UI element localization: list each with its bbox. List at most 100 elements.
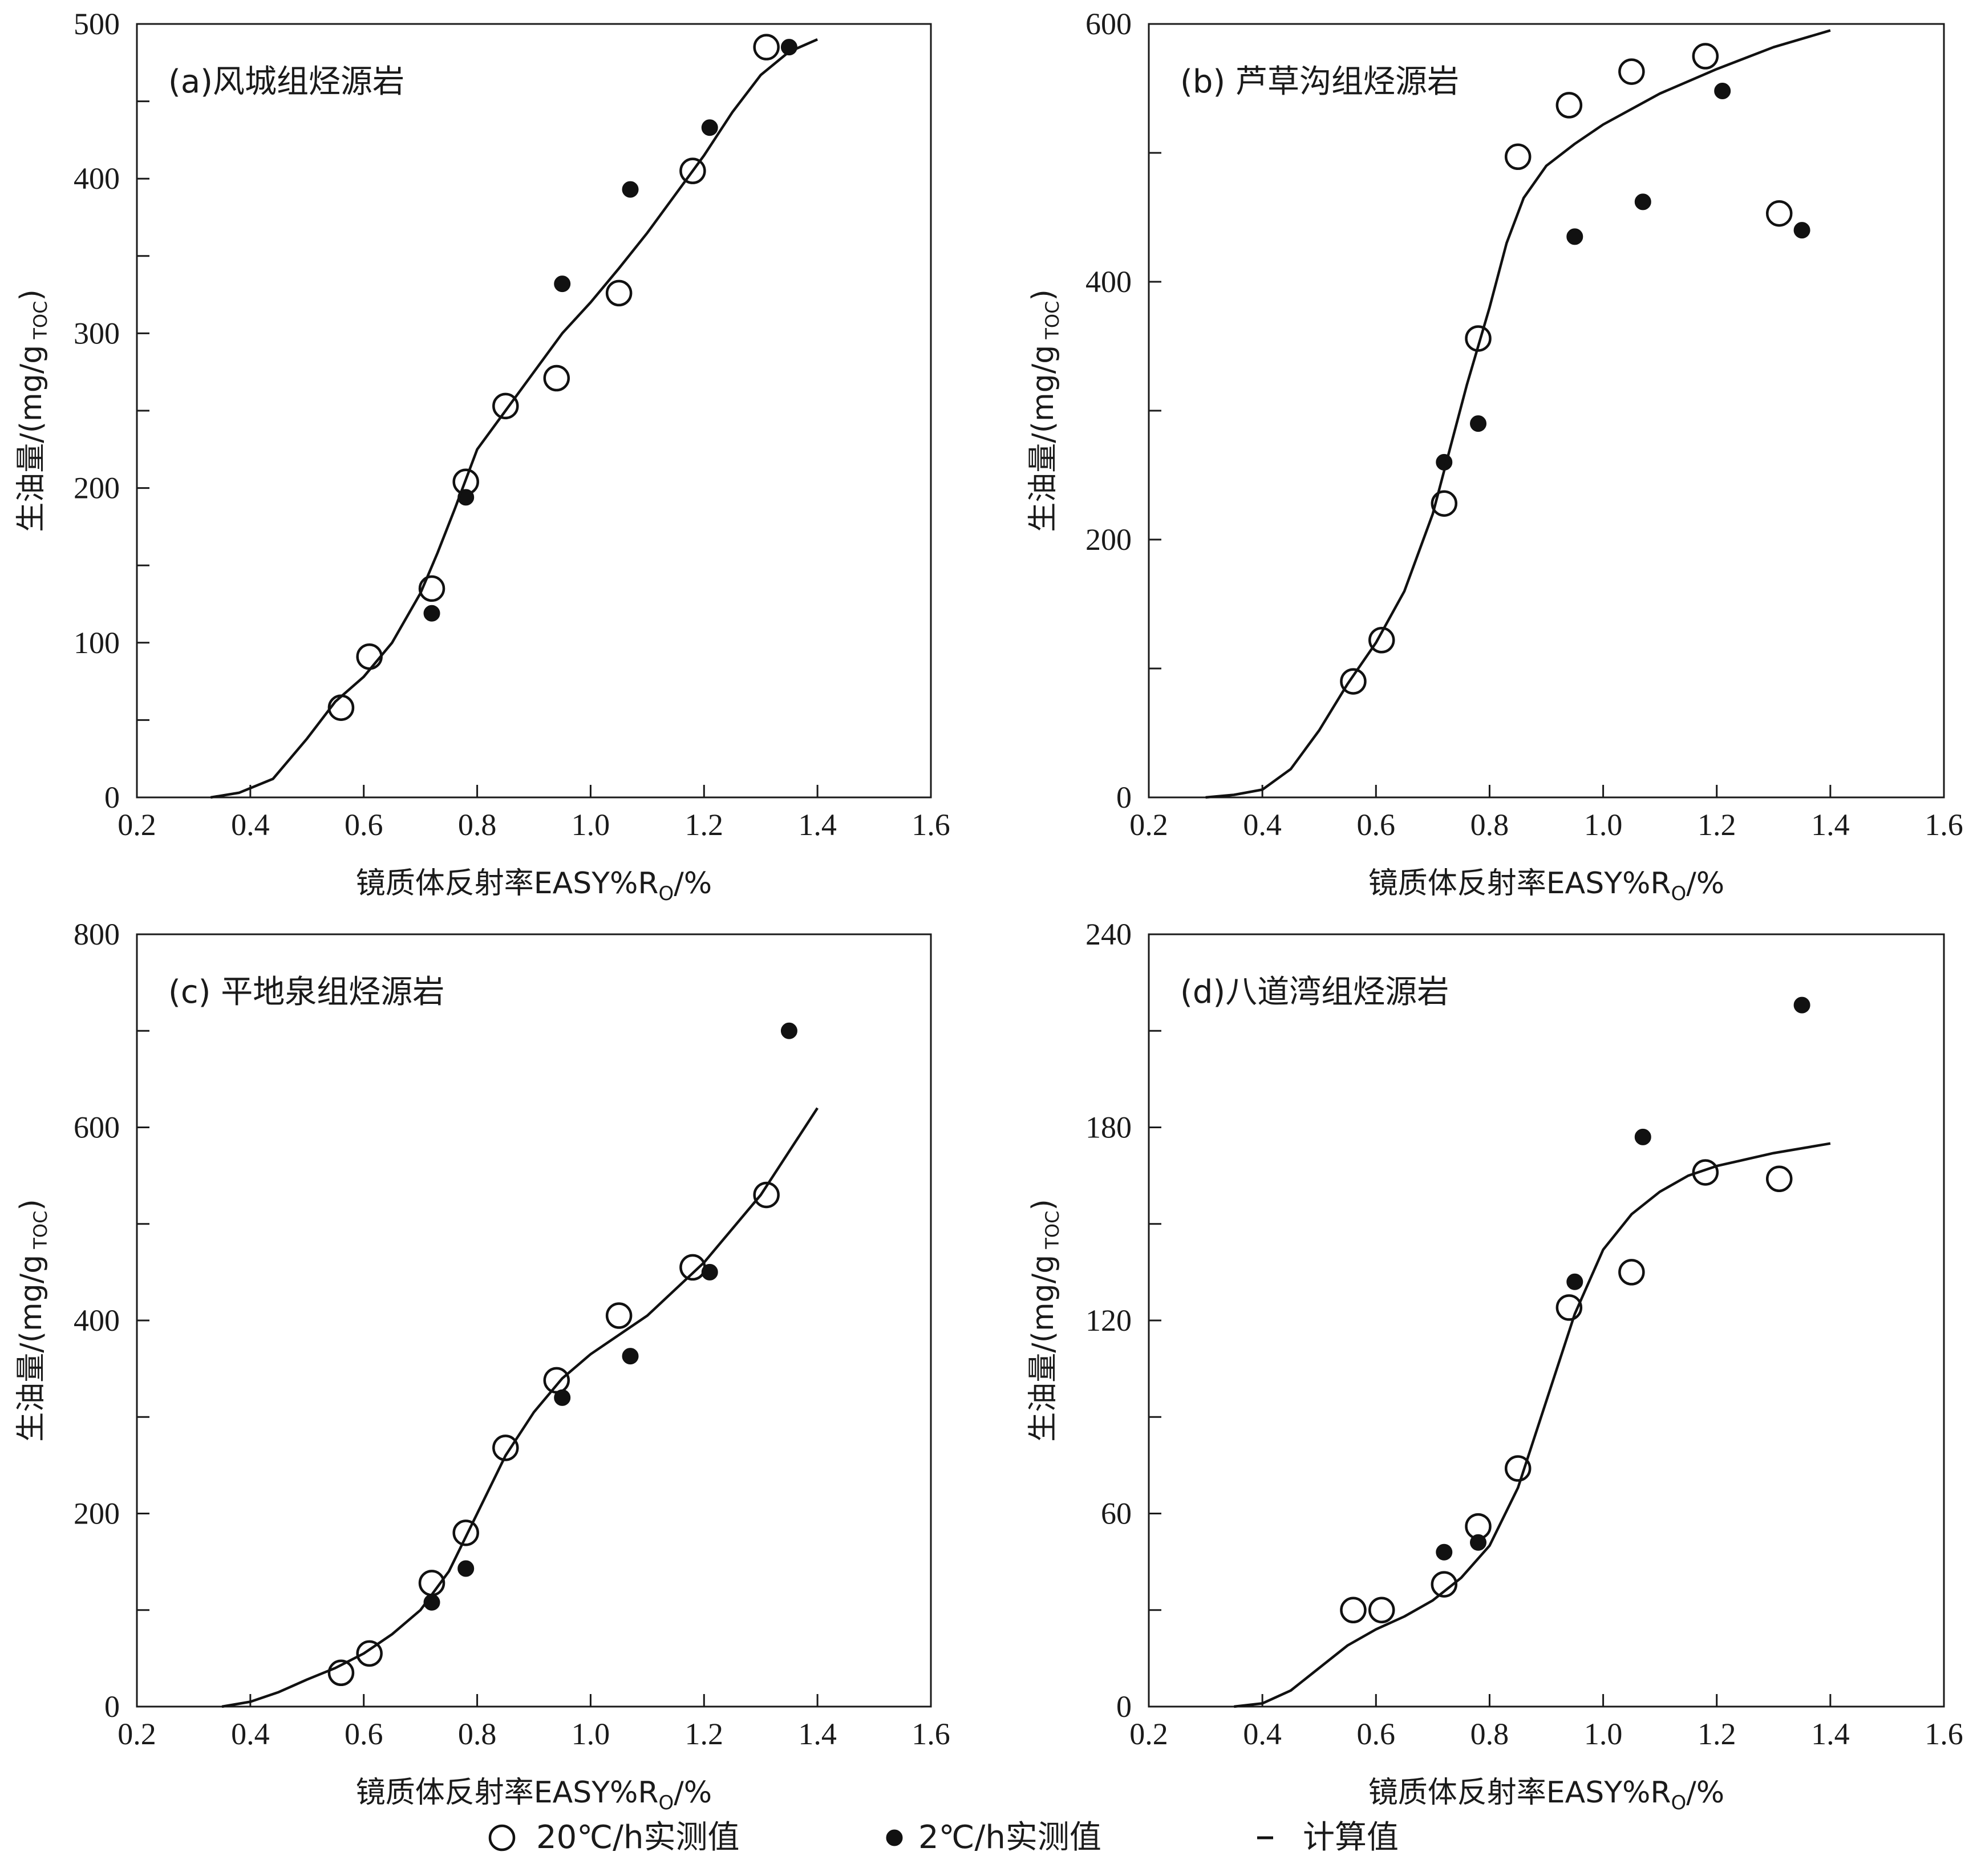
- open-point-b: [1618, 58, 1645, 85]
- filled-point-d: [1470, 1534, 1487, 1551]
- y-axis-title-a: 生油量/(mg/g TOC): [14, 289, 51, 532]
- open-point-a: [356, 643, 383, 670]
- open-point-d: [1368, 1597, 1395, 1623]
- x-tick-label-c: 0.8: [458, 1717, 497, 1751]
- filled-point-b: [1470, 415, 1487, 432]
- x-tick-label-d: 0.2: [1129, 1717, 1168, 1751]
- y-tick-label-c: 200: [74, 1497, 120, 1531]
- plot-frame-c: [136, 933, 932, 1708]
- filled-point-d: [1634, 1128, 1651, 1145]
- x-tick-label-a: 0.8: [458, 808, 497, 842]
- open-point-c: [543, 1367, 570, 1394]
- calculated-curve-d: [1234, 1142, 1831, 1708]
- plot-frame-d: [1148, 933, 1945, 1708]
- panel-a: 0.2 0.4 0.6 0.8 1.0 1.2 1.4 1.6 0 100 200 300 400 500…: [14, 7, 950, 905]
- x-tick-label-d: 0.6: [1357, 1717, 1396, 1751]
- legend-label: 2℃/h实测值: [918, 1819, 1101, 1856]
- filled-point-d: [1793, 996, 1810, 1014]
- y-tick-label-a: 500: [74, 7, 120, 41]
- x-tick-label-a: 1.0: [572, 808, 610, 842]
- open-point-c: [753, 1181, 780, 1209]
- x-tick-label-b: 0.2: [1129, 808, 1168, 842]
- open-point-d: [1504, 1455, 1532, 1482]
- y-tick-label-a: 0: [104, 780, 120, 815]
- panel-c: 0.2 0.4 0.6 0.8 1.0 1.2 1.4 1.6 0 200 400 600 800 (c)…: [14, 917, 950, 1814]
- x-tick-label-b: 0.6: [1357, 808, 1396, 842]
- x-tick-label-a: 0.6: [345, 808, 383, 842]
- open-point-c: [452, 1520, 479, 1546]
- x-axis-title-d: 镜质体反射率EASY%RO/%: [1368, 1776, 1724, 1814]
- plot-frame-b: [1148, 23, 1945, 799]
- filled-point-a: [701, 119, 718, 136]
- open-point-a: [492, 392, 519, 420]
- filled-point-c: [780, 1022, 797, 1039]
- y-tick-label-d: 0: [1116, 1689, 1132, 1724]
- y-tick-label-b: 200: [1085, 522, 1132, 557]
- y-tick-label-d: 60: [1101, 1497, 1132, 1531]
- x-tick-label-c: 1.6: [912, 1717, 950, 1751]
- x-tick-label-c: 1.4: [798, 1717, 837, 1751]
- y-tick-label-c: 0: [104, 1689, 120, 1724]
- y-tick-label-b: 400: [1085, 265, 1132, 299]
- y-tick-label-d: 180: [1085, 1111, 1132, 1145]
- open-point-d: [1765, 1165, 1793, 1193]
- open-point-d: [1692, 1159, 1719, 1186]
- y-tick-label-b: 600: [1085, 7, 1132, 41]
- x-tick-label-b: 1.4: [1811, 808, 1850, 842]
- panel-title-a: (a)风城组烃源岩: [168, 63, 404, 100]
- legend-filled-marker: [886, 1829, 903, 1846]
- calculated-curve-b: [1205, 29, 1831, 799]
- open-point-d: [1431, 1571, 1458, 1598]
- y-axis-title-b: 生油量/(mg/g TOC): [1026, 289, 1063, 532]
- y-tick-label-c: 400: [74, 1303, 120, 1338]
- y-tick-label-d: 240: [1085, 917, 1132, 951]
- legend-label: 计算值: [1303, 1819, 1399, 1856]
- filled-point-b: [1566, 228, 1583, 245]
- open-point-b: [1555, 92, 1583, 119]
- panel-b: 0.2 0.4 0.6 0.8 1.0 1.2 1.4 1.6 0 200 400 600 (b) 芦草…: [1026, 7, 1963, 905]
- x-axis-title-b: 镜质体反射率EASY%RO/%: [1368, 866, 1724, 905]
- open-point-a: [543, 364, 570, 392]
- filled-point-b: [1793, 222, 1810, 239]
- x-tick-label-a: 1.2: [685, 808, 724, 842]
- y-tick-label-c: 800: [74, 917, 120, 951]
- plot-frame-a: [136, 23, 932, 799]
- filled-point-b: [1714, 83, 1731, 100]
- x-tick-label-c: 1.0: [572, 1717, 610, 1751]
- x-tick-label-b: 1.6: [1925, 808, 1963, 842]
- x-tick-label-d: 1.0: [1584, 1717, 1623, 1751]
- x-tick-label-c: 1.2: [685, 1717, 724, 1751]
- y-tick-label-d: 120: [1085, 1303, 1132, 1338]
- x-tick-label-b: 1.0: [1584, 808, 1623, 842]
- open-point-a: [753, 34, 780, 60]
- calculated-curve-a: [210, 38, 819, 799]
- y-axis-title-d: 生油量/(mg/g TOC): [1026, 1199, 1063, 1442]
- open-point-a: [605, 279, 633, 307]
- open-point-c: [356, 1640, 383, 1667]
- y-axis-title-c: 生油量/(mg/g TOC): [14, 1199, 51, 1442]
- open-point-b: [1765, 200, 1793, 227]
- x-tick-label-c: 0.4: [231, 1717, 270, 1751]
- filled-point-d: [1436, 1543, 1453, 1561]
- open-point-b: [1340, 668, 1367, 695]
- open-point-b: [1368, 627, 1395, 654]
- x-tick-label-d: 1.6: [1925, 1717, 1963, 1751]
- filled-point-a: [554, 275, 571, 293]
- x-tick-label-b: 1.2: [1698, 808, 1736, 842]
- open-point-c: [679, 1254, 706, 1281]
- filled-point-d: [1566, 1273, 1583, 1290]
- x-tick-label-d: 1.4: [1811, 1717, 1850, 1751]
- filled-point-c: [457, 1560, 475, 1577]
- y-tick-label-a: 100: [74, 626, 120, 660]
- x-tick-label-c: 0.2: [118, 1717, 156, 1751]
- x-tick-label-d: 0.8: [1470, 1717, 1509, 1751]
- filled-point-a: [622, 181, 639, 198]
- x-tick-label-a: 0.2: [118, 808, 156, 842]
- legend-open-marker: [488, 1824, 516, 1851]
- y-tick-label-c: 600: [74, 1111, 120, 1145]
- panel-title-c: (c) 平地泉组烃源岩: [168, 974, 444, 1011]
- y-tick-label-b: 0: [1116, 780, 1132, 815]
- y-tick-label-a: 400: [74, 161, 120, 196]
- open-point-b: [1692, 43, 1719, 70]
